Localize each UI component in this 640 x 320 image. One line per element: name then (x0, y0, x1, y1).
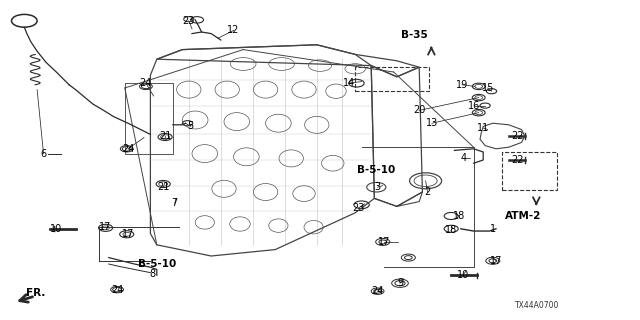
Bar (355, 67, 429, 91)
Text: 17: 17 (490, 256, 502, 266)
Text: 15: 15 (481, 83, 494, 93)
Text: 22: 22 (511, 155, 524, 165)
Text: 12: 12 (227, 25, 240, 36)
Text: 17: 17 (99, 222, 112, 232)
Text: 21: 21 (157, 182, 170, 192)
Text: 21: 21 (159, 131, 172, 141)
Text: 17: 17 (378, 236, 390, 247)
Text: 8: 8 (149, 268, 156, 279)
Text: 24: 24 (371, 286, 384, 296)
Text: 24: 24 (111, 284, 124, 295)
Text: FR.: FR. (26, 288, 45, 298)
Bar (502, 152, 557, 190)
Text: 18: 18 (453, 211, 466, 221)
Text: 22: 22 (511, 131, 524, 141)
Text: TX44A0700: TX44A0700 (515, 301, 560, 310)
Text: 7: 7 (172, 198, 178, 208)
Text: B-5-10: B-5-10 (357, 164, 396, 175)
Text: 10: 10 (50, 224, 63, 234)
Text: 6: 6 (40, 148, 47, 159)
Text: 5: 5 (188, 121, 194, 132)
Text: 10: 10 (456, 270, 469, 280)
Text: 19: 19 (456, 80, 468, 90)
Text: 20: 20 (413, 105, 426, 116)
Text: 14: 14 (342, 78, 355, 88)
Text: 2: 2 (424, 187, 431, 197)
Text: 9: 9 (397, 278, 403, 288)
Text: 24: 24 (122, 144, 134, 154)
Text: B-5-10: B-5-10 (138, 259, 176, 269)
Text: 17: 17 (122, 228, 134, 239)
Text: ATM-2: ATM-2 (506, 211, 541, 221)
Text: 23: 23 (182, 16, 195, 26)
Text: 23: 23 (352, 203, 365, 213)
Text: 4: 4 (461, 153, 467, 164)
Text: 13: 13 (426, 118, 438, 128)
Text: 18: 18 (445, 225, 458, 236)
Text: 1: 1 (490, 224, 496, 234)
Text: 16: 16 (467, 100, 480, 111)
Text: B-35: B-35 (401, 30, 428, 40)
Text: 11: 11 (477, 123, 490, 133)
Text: 3: 3 (374, 182, 381, 192)
Text: 24: 24 (140, 78, 152, 88)
